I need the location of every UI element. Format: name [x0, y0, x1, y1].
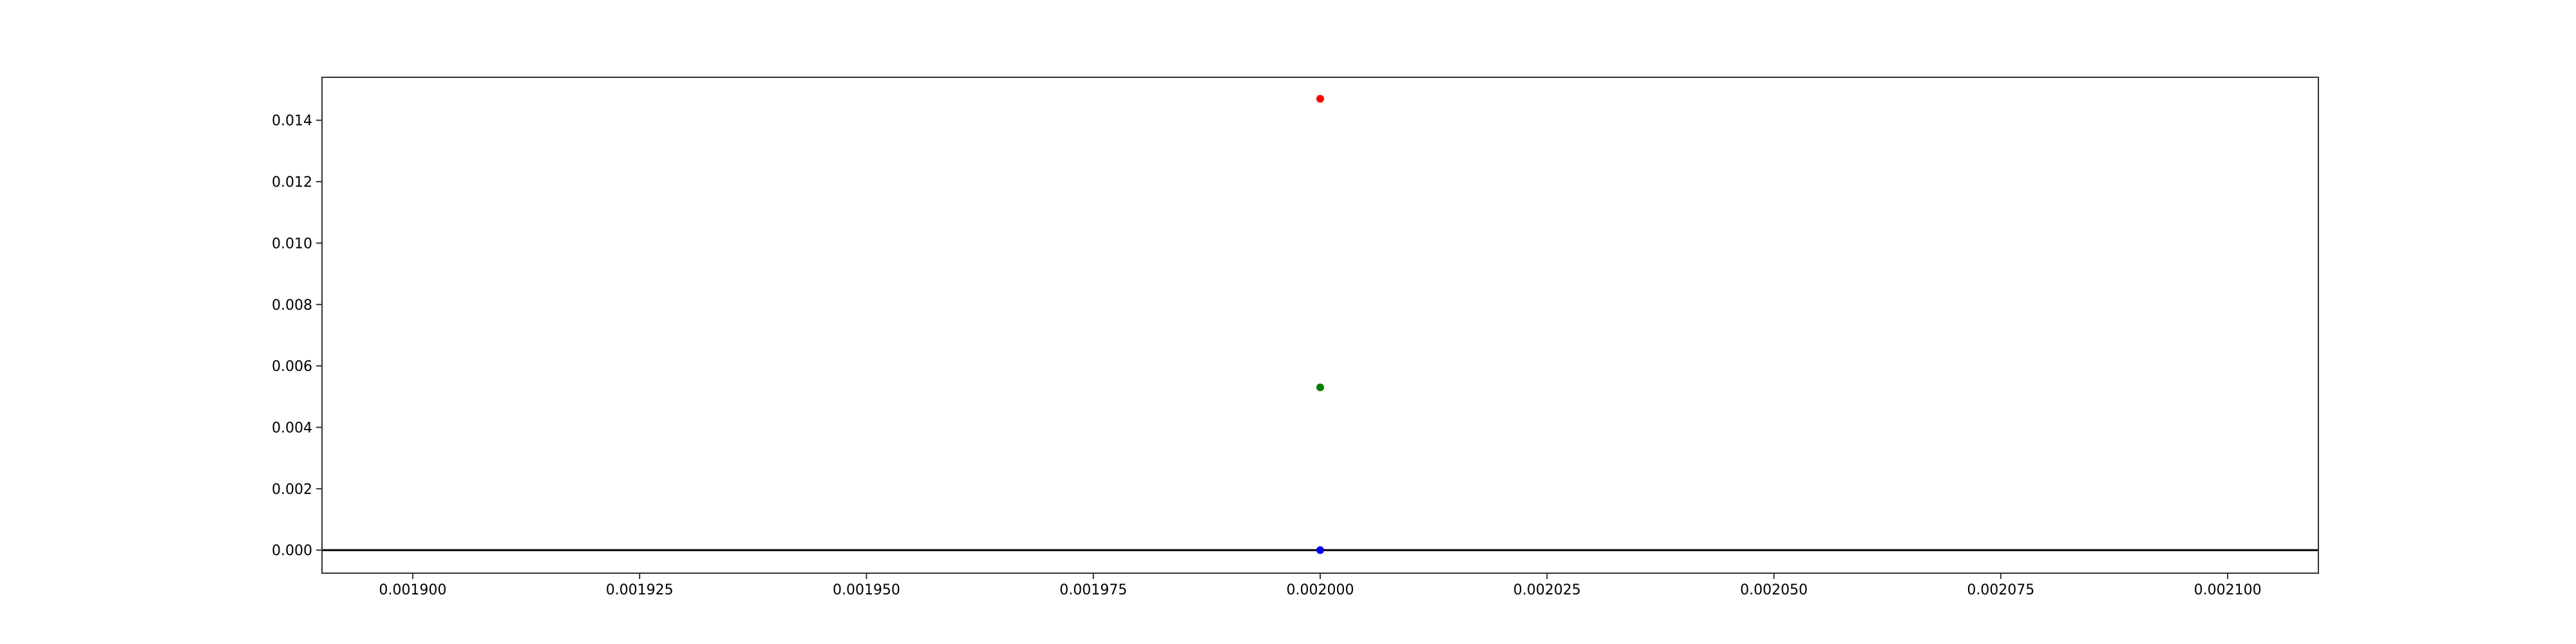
x-tick-label: 0.002050 — [1740, 582, 1808, 598]
x-tick-label: 0.002100 — [2194, 582, 2262, 598]
y-axis-ticks: 0.000 0.002 0.004 0.006 0.008 0.010 0.012 0.014 — [272, 113, 322, 559]
y-tick-label: 0.000 — [272, 543, 312, 559]
x-tick-label: 0.001975 — [1059, 582, 1127, 598]
x-tick-label: 0.002025 — [1513, 582, 1581, 598]
y-tick-label: 0.014 — [272, 113, 312, 129]
data-point — [1316, 546, 1324, 554]
y-tick-label: 0.008 — [272, 298, 312, 314]
y-tick-label: 0.012 — [272, 175, 312, 191]
x-tick-label: 0.001925 — [606, 582, 674, 598]
y-tick-label: 0.006 — [272, 359, 312, 375]
y-tick-label: 0.004 — [272, 421, 312, 437]
data-points — [1316, 95, 1324, 554]
data-point — [1316, 95, 1324, 103]
y-tick-label: 0.002 — [272, 482, 312, 498]
x-tick-label: 0.002075 — [1967, 582, 2034, 598]
x-tick-label: 0.001950 — [833, 582, 900, 598]
plot-area — [322, 77, 2318, 573]
plot-frame — [321, 77, 2319, 574]
x-axis-ticks: 0.001900 0.001925 0.001950 0.001975 0.002000… — [379, 573, 2262, 598]
y-tick-label: 0.010 — [272, 236, 312, 252]
x-tick-label: 0.002000 — [1287, 582, 1354, 598]
x-tick-label: 0.001900 — [379, 582, 446, 598]
data-point — [1316, 383, 1324, 392]
